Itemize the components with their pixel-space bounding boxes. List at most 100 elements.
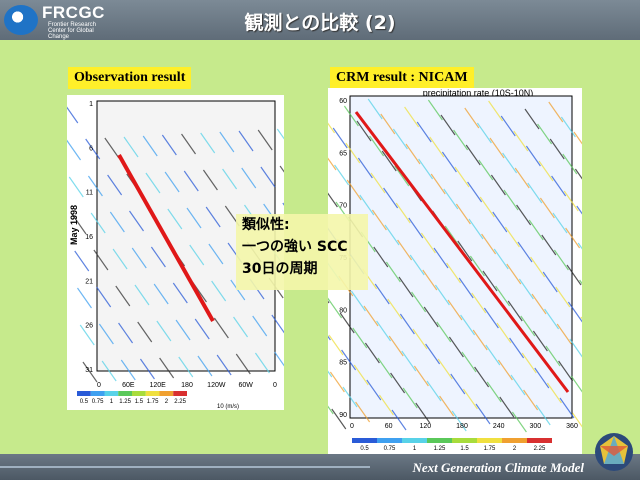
precip-streak <box>332 127 348 149</box>
precip-streak <box>544 308 560 330</box>
precip-streak <box>252 315 268 337</box>
precip-streak <box>518 278 534 300</box>
precip-streak <box>376 320 392 342</box>
precip-streak <box>200 132 216 154</box>
precip-streak <box>134 284 150 306</box>
precip-streak <box>241 167 257 189</box>
precip-streak <box>397 239 413 261</box>
precip-streak <box>350 290 366 312</box>
precip-streak <box>574 168 582 180</box>
precip-streak <box>465 144 481 166</box>
precip-streak <box>357 157 373 179</box>
precip-streak <box>483 307 499 329</box>
precip-streak <box>454 166 470 188</box>
precip-streak <box>387 298 403 320</box>
precip-streak <box>401 350 417 372</box>
legend-swatch <box>118 391 132 396</box>
precip-streak <box>364 342 380 364</box>
precip-streak <box>98 323 114 345</box>
legend-swatch <box>352 438 377 443</box>
precip-streak <box>90 212 106 234</box>
precip-streak <box>137 321 153 343</box>
legend-tick-label: 1.5 <box>460 446 469 452</box>
precip-streak <box>328 192 338 208</box>
y-tick-label: 90 <box>339 412 347 419</box>
precip-streak <box>205 206 221 228</box>
precip-streak <box>415 402 431 424</box>
legend-swatch <box>132 391 146 396</box>
precip-streak <box>150 246 166 268</box>
precip-streak <box>548 101 564 123</box>
precip-streak <box>558 360 574 382</box>
precip-streak <box>436 321 452 343</box>
precip-streak <box>172 282 188 304</box>
precip-streak <box>506 263 522 285</box>
precip-streak <box>369 135 385 157</box>
y-tick-label: 16 <box>85 234 93 241</box>
precip-streak <box>257 129 273 151</box>
legend-swatch <box>527 438 552 443</box>
precip-streak <box>502 152 518 174</box>
precip-streak <box>412 328 428 350</box>
precip-streak <box>93 249 109 271</box>
precip-streak <box>101 360 117 382</box>
precip-streak <box>222 168 238 190</box>
x-tick-label: 360 <box>566 423 578 430</box>
precip-streak <box>328 335 331 341</box>
precip-streak <box>534 367 550 389</box>
precip-streak <box>331 408 347 430</box>
y-tick-label: 21 <box>85 278 93 285</box>
precip-streak <box>156 320 172 342</box>
precip-streak <box>467 181 483 203</box>
y-tick-label: 6 <box>89 145 93 152</box>
precip-streak <box>413 365 429 387</box>
x-tick-label: 0 <box>97 382 101 389</box>
precip-streak <box>528 219 544 241</box>
precip-streak <box>359 194 375 216</box>
precip-streak <box>398 276 414 298</box>
legend-tick-label: 1.25 <box>434 446 446 452</box>
precip-streak <box>433 247 449 269</box>
precip-streak <box>503 189 519 211</box>
precip-streak <box>186 207 202 229</box>
precip-streak <box>129 210 144 232</box>
precip-streak <box>370 172 386 194</box>
precip-streak <box>546 382 562 404</box>
precip-streak <box>342 386 358 408</box>
legend-swatch <box>104 391 119 396</box>
precip-streak <box>355 401 371 423</box>
precip-streak <box>409 254 425 276</box>
precip-streak <box>489 137 505 159</box>
precip-streak <box>500 115 516 137</box>
footer-divider <box>0 466 370 468</box>
precip-streak <box>427 99 443 121</box>
precip-streak <box>67 139 82 161</box>
legend-tick-label: 1.75 <box>147 399 159 405</box>
precip-streak <box>74 250 90 272</box>
precip-streak <box>276 128 284 140</box>
precip-streak <box>513 130 529 152</box>
precip-streak <box>254 352 270 374</box>
precip-streak <box>399 313 415 335</box>
precip-streak <box>96 286 112 308</box>
precip-streak <box>123 136 139 158</box>
precip-streak <box>493 248 509 270</box>
x-tick-label: 120W <box>207 382 226 389</box>
legend-tick-label: 2.25 <box>534 446 546 452</box>
legend-tick-label: 0.5 <box>80 399 89 405</box>
precip-streak <box>175 319 191 341</box>
precip-streak <box>341 349 357 371</box>
precip-streak <box>532 330 548 352</box>
precip-streak <box>559 397 575 419</box>
precip-streak <box>235 353 251 375</box>
precip-streak <box>555 286 571 308</box>
y-axis-title: May 1998 <box>69 205 79 245</box>
precip-streak <box>211 280 227 302</box>
precip-streak <box>440 114 456 136</box>
precip-streak <box>82 361 98 383</box>
legend-tick-label: 1 <box>413 446 417 452</box>
y-tick-label: 80 <box>339 307 347 314</box>
precip-streak <box>545 345 561 367</box>
precip-streak <box>573 131 582 145</box>
precip-streak <box>496 322 512 344</box>
